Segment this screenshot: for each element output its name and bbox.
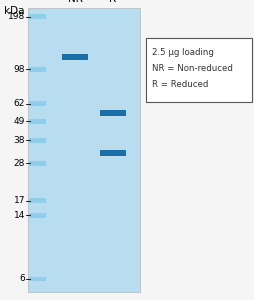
FancyBboxPatch shape (140, 0, 254, 300)
Text: 2.5 μg loading: 2.5 μg loading (152, 48, 214, 57)
Text: 198: 198 (8, 12, 25, 21)
FancyBboxPatch shape (100, 110, 126, 116)
Text: 14: 14 (14, 211, 25, 220)
Text: 6: 6 (19, 274, 25, 283)
FancyBboxPatch shape (29, 138, 46, 142)
Text: 49: 49 (14, 117, 25, 126)
FancyBboxPatch shape (29, 119, 46, 124)
FancyBboxPatch shape (146, 38, 252, 102)
Text: 62: 62 (14, 99, 25, 108)
Text: NR = Non-reduced: NR = Non-reduced (152, 64, 233, 73)
FancyBboxPatch shape (29, 213, 46, 218)
FancyBboxPatch shape (29, 198, 46, 203)
FancyBboxPatch shape (29, 67, 46, 72)
FancyBboxPatch shape (29, 101, 46, 106)
FancyBboxPatch shape (29, 14, 46, 19)
Text: NR: NR (68, 0, 83, 4)
Text: 17: 17 (13, 196, 25, 205)
FancyBboxPatch shape (100, 150, 126, 156)
FancyBboxPatch shape (62, 54, 88, 60)
Text: R = Reduced: R = Reduced (152, 80, 208, 89)
FancyBboxPatch shape (29, 277, 46, 281)
Text: R: R (109, 0, 117, 4)
Text: 98: 98 (13, 65, 25, 74)
Text: kDa: kDa (4, 6, 24, 16)
Text: 38: 38 (13, 136, 25, 145)
FancyBboxPatch shape (28, 8, 140, 292)
Text: 28: 28 (14, 159, 25, 168)
FancyBboxPatch shape (29, 161, 46, 166)
